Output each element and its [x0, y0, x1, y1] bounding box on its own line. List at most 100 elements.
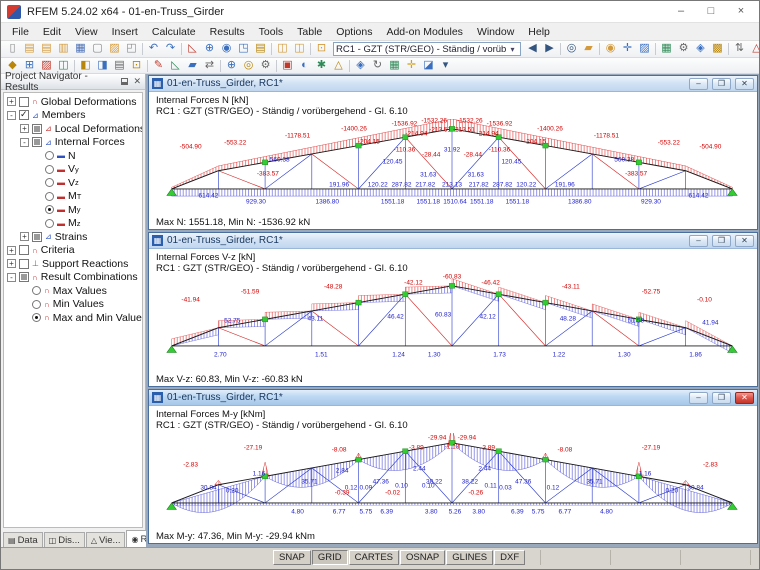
toolbar-icon[interactable]: ◈: [356, 58, 365, 71]
toolbar-icon[interactable]: ↷: [165, 42, 176, 54]
toolbar-icon[interactable]: ✛: [406, 58, 417, 71]
toolbar-icon[interactable]: ✎: [153, 58, 164, 71]
toolbar-icon[interactable]: ⊡: [316, 42, 327, 54]
toolbar-icon[interactable]: ▤: [24, 42, 35, 54]
expand-icon[interactable]: +: [7, 259, 16, 269]
toolbar-icon[interactable]: ▾: [442, 58, 449, 71]
tree-item-global-deformations[interactable]: + ∩ Global Deformations: [4, 95, 142, 109]
collapse-icon[interactable]: -: [20, 137, 29, 147]
tree-radio[interactable]: [32, 286, 41, 296]
tree-item-criteria[interactable]: + ∩ Criteria: [4, 244, 142, 258]
tree-checkbox[interactable]: [19, 258, 29, 269]
maximize-button[interactable]: □: [707, 4, 715, 17]
toolbar-icon[interactable]: ⇄: [204, 58, 215, 71]
toolbar-icon[interactable]: ◎: [566, 42, 577, 54]
navigator-tab-vie[interactable]: △ Vie...: [85, 532, 126, 547]
toolbar-icon[interactable]: ▩: [712, 42, 723, 54]
statusbar-toggle-grid[interactable]: GRID: [311, 550, 348, 565]
expand-icon[interactable]: +: [20, 232, 29, 242]
toolbar-icon[interactable]: ✛: [622, 42, 633, 54]
toolbar-icon[interactable]: ▶: [545, 42, 554, 54]
toolbar-icon[interactable]: ▰: [584, 42, 593, 54]
tree-item-result-combinations[interactable]: - ∩ Result Combinations: [4, 271, 142, 285]
result-window-m[interactable]: ▦ 01-en-Truss_Girder, RC1* – ❐ ✕ Internal For…: [148, 389, 758, 544]
tree-checkbox[interactable]: [32, 231, 42, 242]
toolbar-icon[interactable]: ◺: [171, 58, 180, 71]
toolbar-icon[interactable]: ◎: [243, 58, 254, 71]
statusbar-toggle-snap[interactable]: SNAP: [273, 550, 311, 565]
toolbar-icon[interactable]: ⚙: [260, 58, 271, 71]
child-minimize-button[interactable]: –: [689, 391, 708, 404]
toolbar-icon[interactable]: ◪: [423, 58, 434, 71]
toolbar-icon[interactable]: ↻: [372, 58, 383, 71]
toolbar-icon[interactable]: △: [334, 58, 343, 71]
toolbar-icon[interactable]: ▦: [389, 58, 400, 71]
toolbar-icon[interactable]: ◨: [97, 58, 108, 71]
toolbar-icon[interactable]: ◆: [8, 58, 17, 71]
toolbar-icon[interactable]: ✱: [316, 58, 327, 71]
tree-radio[interactable]: [45, 191, 54, 201]
statusbar-toggle-osnap[interactable]: OSNAP: [400, 550, 446, 565]
toolbar-icon[interactable]: ⊕: [226, 58, 237, 71]
toolbar-icon[interactable]: ⚙: [678, 42, 689, 54]
navigator-tab-data[interactable]: ▤ Data: [3, 532, 43, 547]
child-restore-button[interactable]: ❐: [712, 234, 731, 247]
expand-icon[interactable]: +: [7, 97, 16, 107]
minimize-button[interactable]: –: [677, 4, 685, 17]
toolbar-icon[interactable]: ◫: [277, 42, 288, 54]
statusbar-toggle-dxf[interactable]: DXF: [494, 550, 526, 565]
toolbar-icon[interactable]: ▯: [9, 42, 16, 54]
statusbar-toggle-glines[interactable]: GLINES: [446, 550, 494, 565]
tree-radio[interactable]: [45, 205, 54, 215]
toolbar-icon[interactable]: ▢: [92, 42, 103, 54]
toolbar-icon[interactable]: ◰: [126, 42, 137, 54]
toolbar-icon[interactable]: ◐: [301, 58, 308, 71]
toolbar-icon[interactable]: ◫: [58, 58, 69, 71]
tree-radio[interactable]: [32, 313, 41, 323]
menu-item-file[interactable]: File: [12, 25, 29, 38]
navigator-tab-dis[interactable]: ◫ Dis...: [43, 532, 85, 547]
menu-item-results[interactable]: Results: [209, 25, 245, 38]
pin-icon[interactable]: [121, 78, 129, 85]
statusbar-toggle-cartes[interactable]: CARTES: [348, 550, 399, 565]
toolbar-icon[interactable]: ◫: [294, 42, 305, 54]
tree-checkbox[interactable]: [32, 123, 42, 134]
menu-item-add-on-modules[interactable]: Add-on Modules: [386, 25, 463, 38]
toolbar-icon[interactable]: ⊞: [24, 58, 35, 71]
toolbar-icon[interactable]: ▨: [109, 42, 120, 54]
toolbar-icon[interactable]: ↶: [148, 42, 159, 54]
tree-checkbox[interactable]: [19, 272, 29, 283]
child-minimize-button[interactable]: –: [689, 77, 708, 90]
tree-item-max-values[interactable]: ∩ Max Values: [4, 284, 142, 298]
tree-radio[interactable]: [45, 218, 54, 228]
tree-item-m[interactable]: ▬ M T: [4, 190, 142, 204]
result-window-n[interactable]: ▦ 01-en-Truss_Girder, RC1* – ❐ ✕ Internal For…: [148, 75, 758, 230]
toolbar-icon[interactable]: ▣: [282, 58, 293, 71]
menu-item-table[interactable]: Table: [297, 25, 323, 38]
tree-checkbox[interactable]: [19, 109, 29, 121]
child-close-button[interactable]: ✕: [735, 234, 754, 247]
toolbar-icon[interactable]: ◉: [605, 42, 616, 54]
toolbar-icon[interactable]: ◺: [188, 42, 197, 54]
toolbar-icon[interactable]: ▤: [255, 42, 266, 54]
menu-item-view[interactable]: View: [75, 25, 98, 38]
toolbar-icon[interactable]: ⇅: [734, 42, 745, 54]
tree-radio[interactable]: [45, 164, 54, 174]
tree-checkbox[interactable]: [19, 96, 29, 107]
toolbar-icon[interactable]: ◉: [221, 42, 232, 54]
tree-checkbox[interactable]: [32, 137, 42, 148]
tree-item-n[interactable]: ▬ N: [4, 149, 142, 163]
toolbar-icon[interactable]: ⊕: [204, 42, 215, 54]
tree-radio[interactable]: [45, 178, 54, 188]
collapse-icon[interactable]: -: [7, 272, 16, 282]
expand-icon[interactable]: +: [20, 124, 29, 134]
toolbar-icon[interactable]: △: [752, 42, 760, 54]
load-case-combobox[interactable]: RC1 - GZT (STR/GEO) - Ständig / vorüb ▾: [333, 42, 521, 56]
child-minimize-button[interactable]: –: [689, 234, 708, 247]
toolbar-icon[interactable]: ⊡: [131, 58, 142, 71]
toolbar-icon[interactable]: ▦: [661, 42, 672, 54]
child-restore-button[interactable]: ❐: [712, 391, 731, 404]
toolbar-icon[interactable]: ▤: [114, 58, 125, 71]
close-button[interactable]: ×: [737, 4, 745, 17]
menu-item-calculate[interactable]: Calculate: [151, 25, 196, 38]
